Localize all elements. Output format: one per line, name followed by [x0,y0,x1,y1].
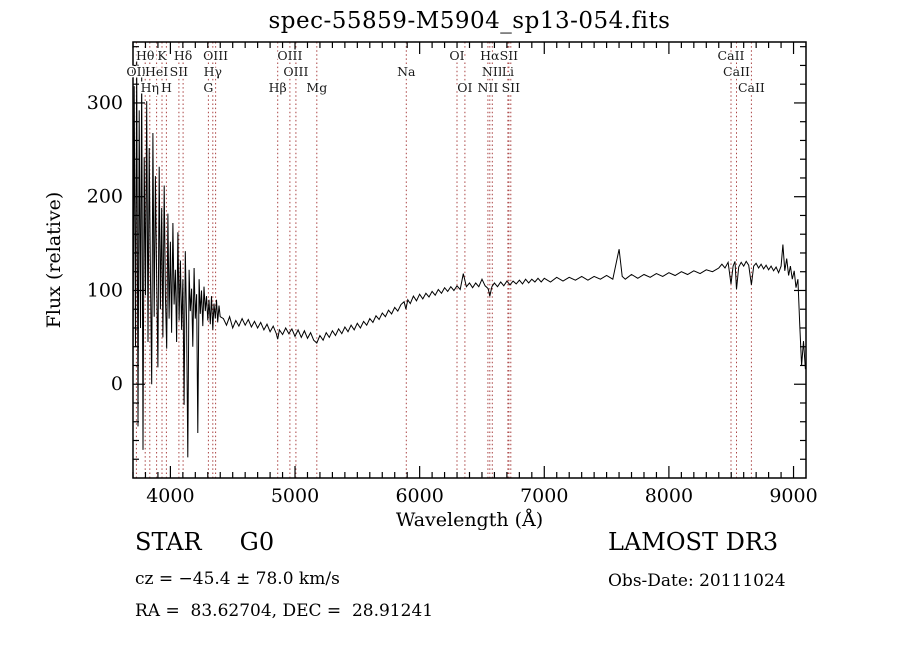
radial-velocity-label: cz = −45.4 ± 78.0 km/s [135,569,340,589]
svg-text:OI: OI [449,48,464,63]
svg-text:Na: Na [397,64,416,79]
svg-text:NII: NII [482,64,503,79]
svg-text:4000: 4000 [146,485,194,507]
svg-text:Hδ: Hδ [174,48,192,63]
plot-title: spec-55859-M5904_sp13-054.fits [268,8,671,34]
svg-text:9000: 9000 [769,485,817,507]
svg-text:Hη: Hη [141,80,159,95]
spectral-marker-labels: OIIHθHηHeIKHSIIHδGHγOIIIHβOIIIOIIIMgNaOI… [125,47,767,97]
svg-text:200: 200 [87,186,123,208]
svg-text:Hβ: Hβ [269,80,287,95]
svg-text:NII: NII [477,80,498,95]
svg-text:100: 100 [87,279,123,301]
classification-label: STAR G0 [135,528,275,556]
svg-text:OIII: OIII [277,48,302,63]
svg-text:Hθ: Hθ [136,48,154,63]
spectrum-plot: 4000 5000 6000 7000 8000 9000 0 100 200 300 Wavele… [43,41,818,530]
svg-text:G: G [203,80,213,95]
svg-text:Mg: Mg [306,80,327,95]
svg-text:7000: 7000 [520,485,568,507]
svg-text:CaII: CaII [738,80,765,95]
svg-text:Hγ: Hγ [204,64,222,79]
svg-text:Hα: Hα [480,48,500,63]
y-axis-title: Flux (relative) [43,192,65,329]
svg-text:OIII: OIII [283,64,308,79]
svg-text:6000: 6000 [395,485,443,507]
svg-text:HeI: HeI [145,64,168,79]
axis-labels: 4000 5000 6000 7000 8000 9000 0 100 200 300 Wavele… [43,92,818,530]
obs-date-label: Obs-Date: 20111024 [608,571,786,591]
svg-text:OII: OII [126,64,146,79]
x-axis-title: Wavelength (Å) [396,509,543,530]
svg-text:5000: 5000 [271,485,319,507]
svg-text:SII: SII [170,64,189,79]
svg-text:300: 300 [87,92,123,114]
axes-box [132,41,807,479]
svg-text:0: 0 [111,373,123,395]
spectral-marker-lines [135,42,752,478]
axis-ticks [132,42,806,478]
svg-text:OI: OI [457,80,472,95]
svg-text:8000: 8000 [645,485,693,507]
spectrum-trace [132,60,806,458]
svg-text:SII: SII [500,48,519,63]
svg-text:CaII: CaII [718,48,745,63]
svg-text:SII: SII [502,80,521,95]
svg-text:H: H [161,80,172,95]
svg-text:K: K [157,48,167,63]
svg-text:CaII: CaII [723,64,750,79]
survey-release-label: LAMOST DR3 [608,528,779,556]
svg-text:OIII: OIII [203,48,228,63]
svg-text:Li: Li [502,64,514,79]
ra-dec-label: RA = 83.62704, DEC = 28.91241 [135,601,434,621]
